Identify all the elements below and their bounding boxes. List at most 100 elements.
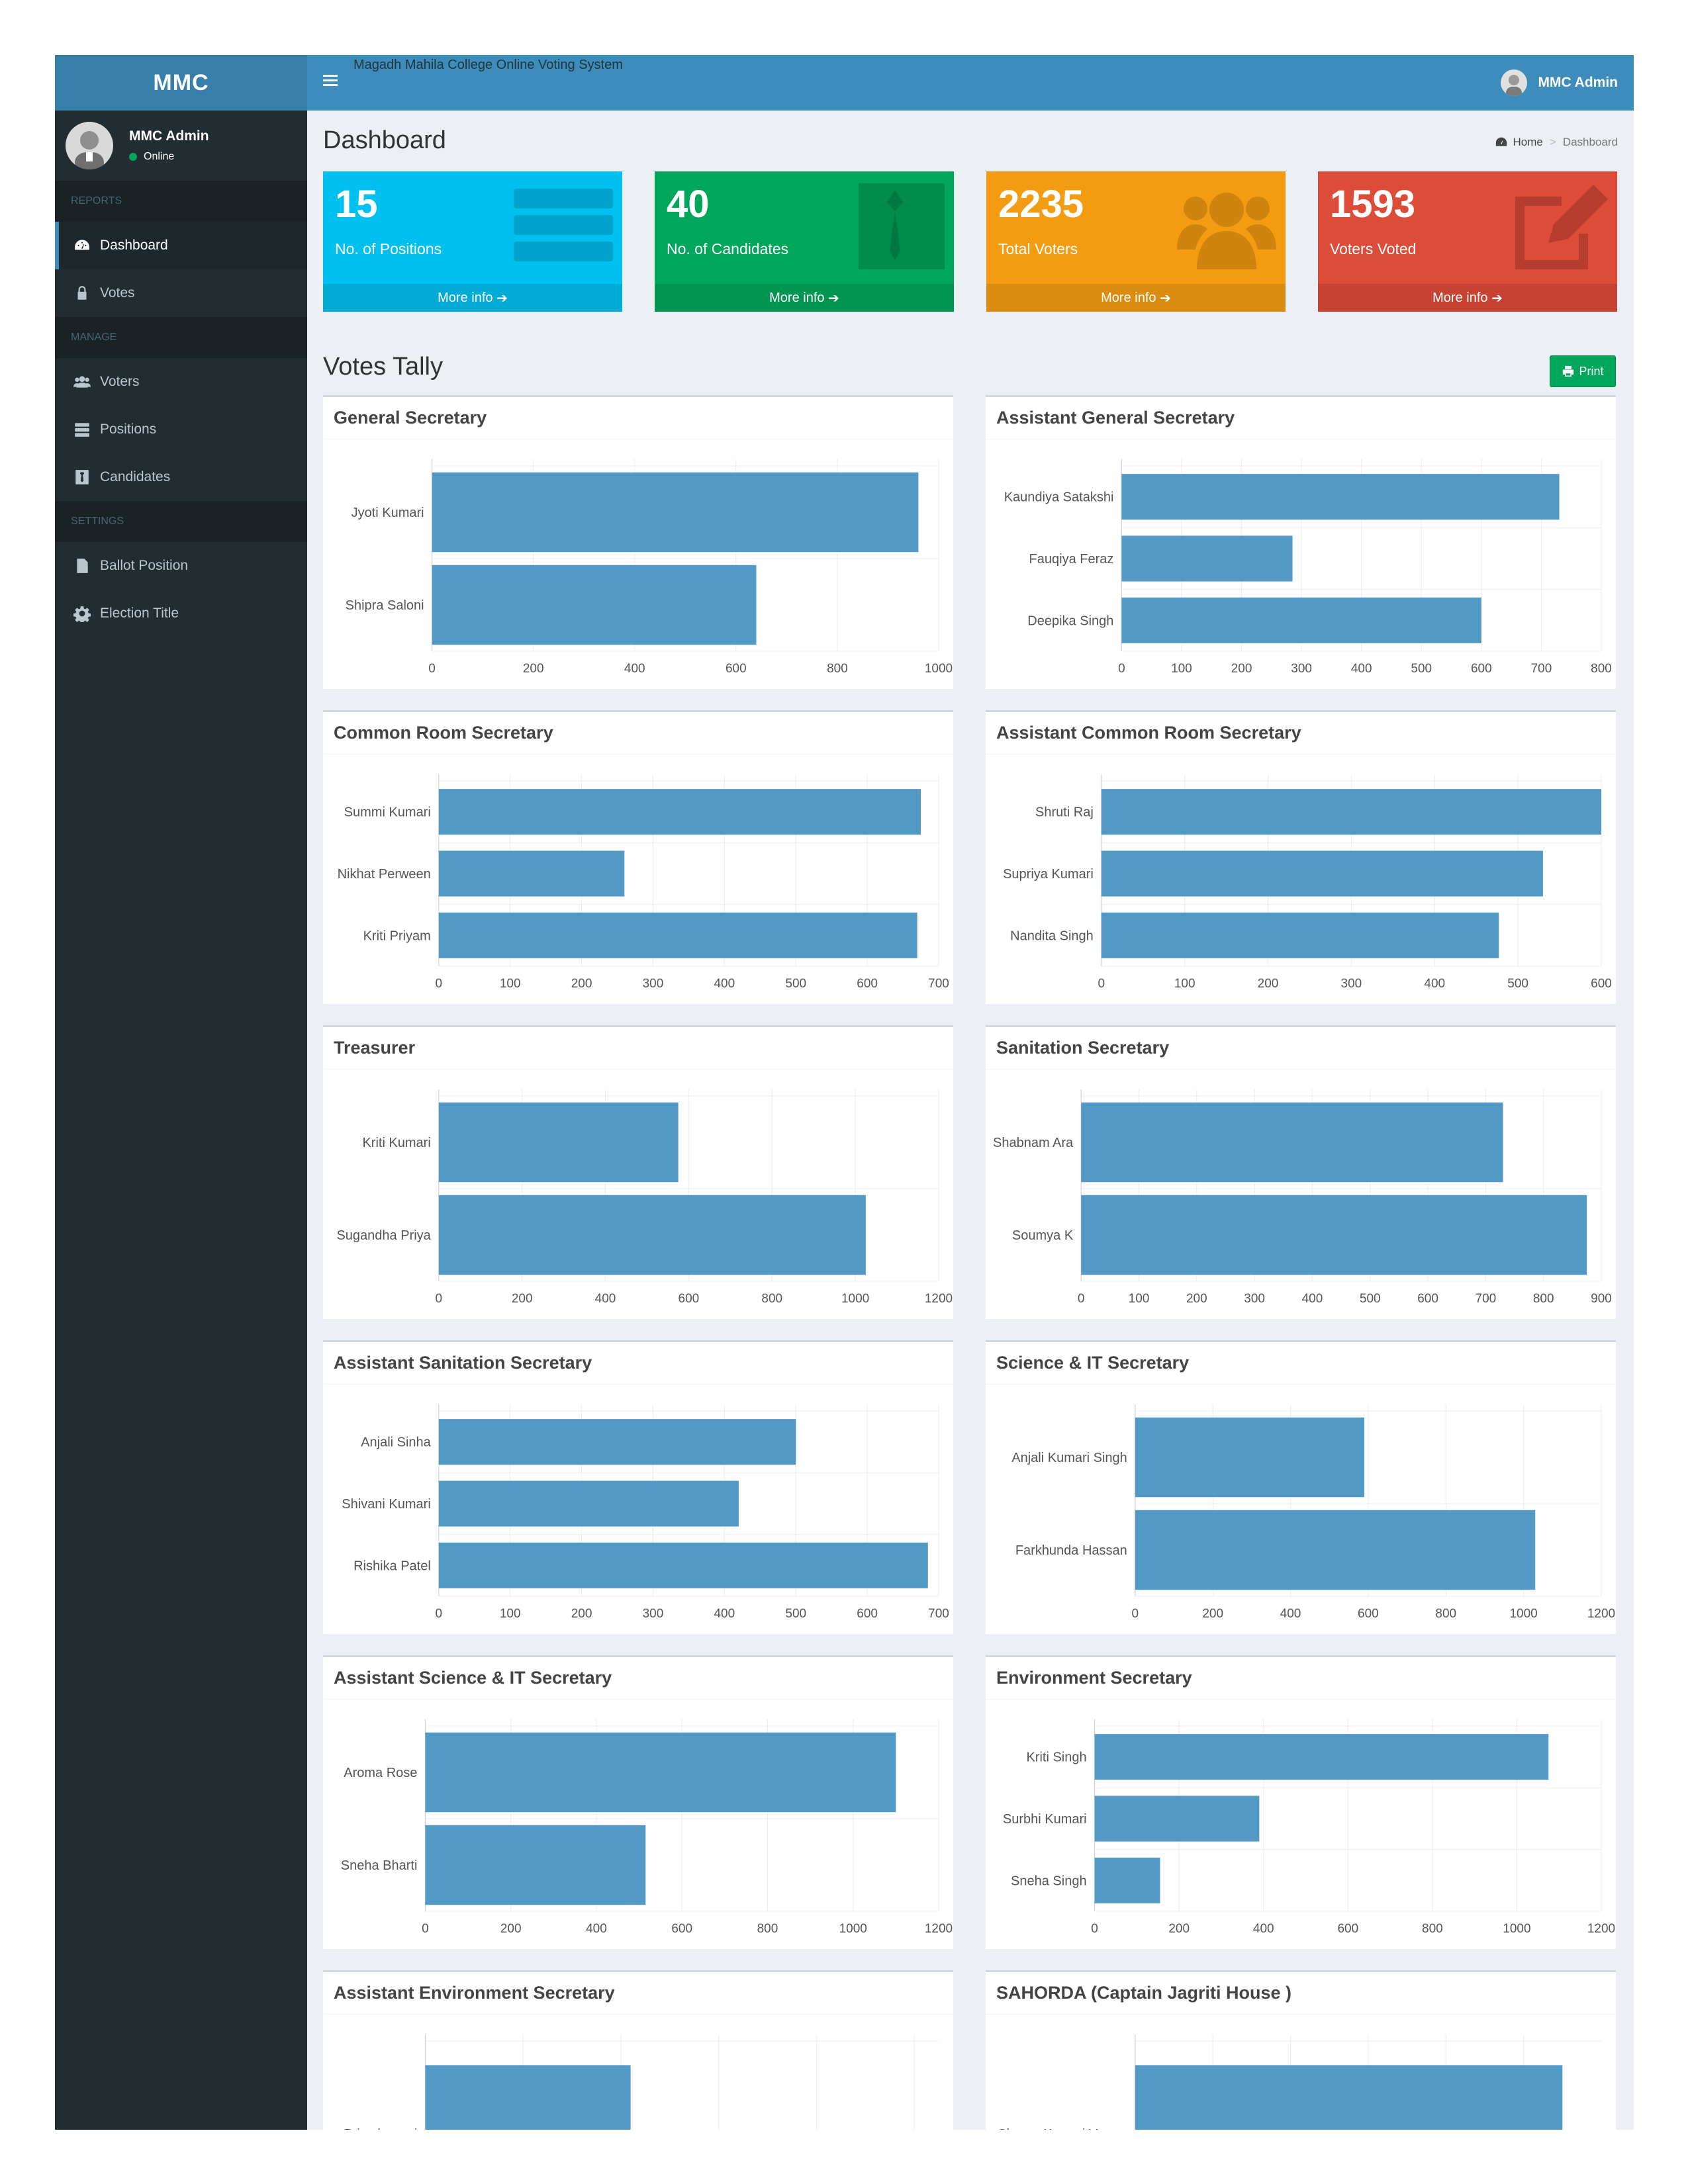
tick-label: 800 [1533,1292,1554,1306]
bar[interactable] [438,850,625,897]
tally-card-title: Treasurer [323,1027,953,1069]
tick-label: 300 [643,1607,664,1621]
bar[interactable] [1101,912,1499,958]
category-label: Rishika Patel [353,1559,431,1573]
bar[interactable] [438,1419,796,1465]
sidebar-item-votes[interactable]: Votes [55,269,307,317]
category-label: Soumya K [1012,1228,1074,1243]
breadcrumb-current: Dashboard [1562,136,1618,148]
bar[interactable] [425,1825,646,1905]
sidebar-item-election-title[interactable]: Election Title [55,590,307,637]
tick-label: 0 [1098,977,1105,991]
avatar [1501,69,1528,96]
tick-label: 600 [1358,1607,1379,1621]
edit-icon [1515,185,1608,269]
sidebar-item-candidates[interactable]: Candidates [55,453,307,501]
tick-label: 800 [761,1292,782,1306]
bar[interactable] [1081,1195,1587,1275]
bar[interactable] [1121,535,1293,582]
bar[interactable] [1094,1734,1549,1780]
bar[interactable] [438,1102,679,1183]
tick-label: 100 [1129,1292,1150,1306]
tick-label: 200 [512,1292,533,1306]
bar[interactable] [438,1480,739,1527]
bar[interactable] [438,1542,928,1588]
tick-label: 300 [643,977,664,991]
file-text-icon [77,559,88,573]
tally-card-common-room-secretary: Common Room Secretary Summi Kumari Nikhat … [323,710,953,1004]
bar[interactable] [1135,1510,1536,1590]
tick-label: 600 [1591,977,1612,991]
sidebar-item-positions[interactable]: Positions [55,406,307,453]
sidebar-item-ballot-position[interactable]: Ballot Position [55,542,307,590]
category-label: Shruti Raj [1035,805,1094,820]
bar-chart: Priya kumari [344,2034,939,2130]
category-label: Fauqiya Feraz [1029,552,1114,567]
more-info-link[interactable]: More info ➔ [986,284,1286,312]
tick-label: 1000 [1509,1607,1537,1621]
category-label: Summi Kumari [344,805,431,820]
tally-card-assistant-common-room-secretary: Assistant Common Room Secretary Shruti Ra… [986,710,1616,1004]
sidebar-item-dashboard[interactable]: Dashboard [55,222,307,269]
bar[interactable] [1094,1796,1260,1842]
stat-box-voters-voted: 1593 Voters Voted More info ➔ [1318,171,1617,312]
bar[interactable] [432,565,757,645]
bar[interactable] [1121,474,1560,520]
online-dot-icon [129,153,137,161]
print-button[interactable]: Print [1550,355,1616,387]
tally-card-assistant-environment-secretary: Assistant Environment Secretary Priya kum… [323,1970,953,2130]
bar[interactable] [438,912,917,958]
bar[interactable] [1101,850,1543,897]
sidebar-item-label: Voters [100,374,140,389]
more-info-link[interactable]: More info ➔ [1318,284,1617,312]
user-menu-name: MMC Admin [1538,75,1618,90]
arrow-circle-right-icon: ➔ [1160,291,1171,306]
bar-chart: Kaundiya Satakshi Fauqiya Feraz Deepika Si… [1004,459,1612,676]
sidebar-item-label: Votes [100,285,135,300]
bar[interactable] [438,789,921,835]
bar[interactable] [1121,597,1481,643]
category-label: Kriti Priyam [363,929,431,943]
bar[interactable] [432,472,919,553]
tick-label: 1200 [925,1292,953,1306]
logo[interactable]: MMC [55,55,307,111]
menu-toggle-icon[interactable] [323,75,338,87]
bar[interactable] [1101,789,1601,835]
sidebar-item-voters[interactable]: Voters [55,358,307,406]
category-label: Deepika Singh [1027,614,1113,628]
tally-card-title: Assistant Sanitation Secretary [323,1342,953,1385]
sidebar-item-label: Election Title [100,606,179,621]
category-label: Sneha Bharti [341,1858,418,1873]
bar[interactable] [425,2065,631,2130]
tick-label: 900 [1591,1292,1612,1306]
top-navbar: Magadh Mahila College Online Voting Syst… [307,55,1634,111]
category-label: Farkhunda Hassan [1015,1543,1127,1558]
bar-chart: Anjali Kumari Singh Farkhunda Hassan 0 200 4… [1011,1404,1615,1621]
more-info-link[interactable]: More info ➔ [655,284,954,312]
sidebar-header-manage: MANAGE [55,317,307,358]
bar-chart: Shreya Kumari Verma [998,2034,1601,2130]
bar-chart: Jyoti Kumari Shipra Saloni 0 200 400 600 800 10… [346,459,953,676]
tick-label: 100 [500,1607,521,1621]
bar[interactable] [438,1195,866,1275]
app-window: MMC MMC Admin Online REPORTS Dashboard V… [55,55,1634,2130]
breadcrumb-home[interactable]: Home [1513,136,1543,148]
bar-chart: Anjali Sinha Shivani Kumari Rishika Patel 0… [342,1404,949,1621]
tick-label: 800 [827,662,848,676]
sidebar-item-label: Candidates [100,469,171,484]
bar[interactable] [1081,1102,1503,1183]
tick-label: 700 [1476,1292,1497,1306]
user-menu[interactable]: MMC Admin [1501,69,1618,96]
tick-label: 0 [1078,1292,1085,1306]
tick-label: 500 [785,1607,806,1621]
tick-label: 500 [785,977,806,991]
more-info-link[interactable]: More info ➔ [323,284,622,312]
tick-label: 600 [1417,1292,1438,1306]
bar[interactable] [1135,1417,1365,1498]
bar[interactable] [425,1732,896,1813]
bar[interactable] [1135,2065,1563,2130]
user-panel: MMC Admin Online [55,111,307,181]
bar[interactable] [1094,1857,1160,1903]
system-title: Magadh Mahila College Online Voting Syst… [353,58,623,72]
tick-label: 100 [1171,662,1192,676]
